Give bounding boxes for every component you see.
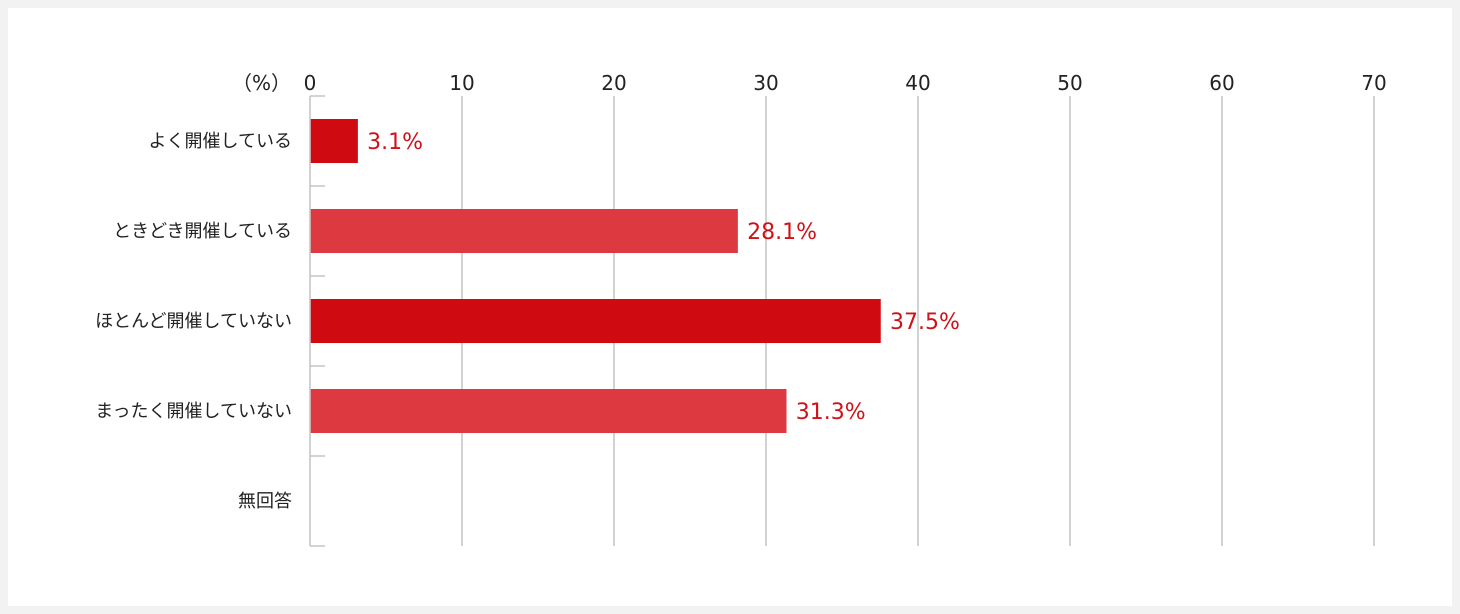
x-tick-label: 0 [304,71,317,95]
x-tick-label: 20 [601,71,626,95]
category-label: ほとんど開催していない [95,311,292,332]
bar [310,119,358,163]
x-tick-labels: 0 10 20 30 40 50 60 70 [304,71,1387,95]
value-labels: 3.1% 28.1% 37.5% 31.3% [367,130,960,425]
x-tick-label: 70 [1361,71,1386,95]
x-tick-label: 10 [449,71,474,95]
category-label: よく開催している [149,131,292,152]
x-tick-label: 50 [1057,71,1082,95]
bar [310,209,738,253]
bar [310,299,881,343]
x-tick-label: 30 [753,71,778,95]
category-label: まったく開催していない [95,401,292,422]
value-label: 3.1% [367,130,423,155]
chart-panel: （%） 0 10 20 30 40 50 60 70 よく開催しているときどき開催しているほと… [8,8,1452,606]
value-label: 31.3% [796,400,866,425]
category-label: ときどき開催している [113,221,292,242]
value-label: 37.5% [890,310,960,335]
bars [310,119,881,433]
category-labels: よく開催しているときどき開催しているほとんど開催していないまったく開催していない… [95,131,292,512]
x-tick-label: 40 [905,71,930,95]
value-label: 28.1% [747,220,817,245]
axis-unit-label: （%） [232,71,291,95]
bar-chart: （%） 0 10 20 30 40 50 60 70 よく開催しているときどき開催しているほと… [95,71,1387,547]
bar [310,389,787,433]
grid-layer [309,95,1375,547]
category-label: 無回答 [238,491,292,512]
x-tick-label: 60 [1209,71,1234,95]
